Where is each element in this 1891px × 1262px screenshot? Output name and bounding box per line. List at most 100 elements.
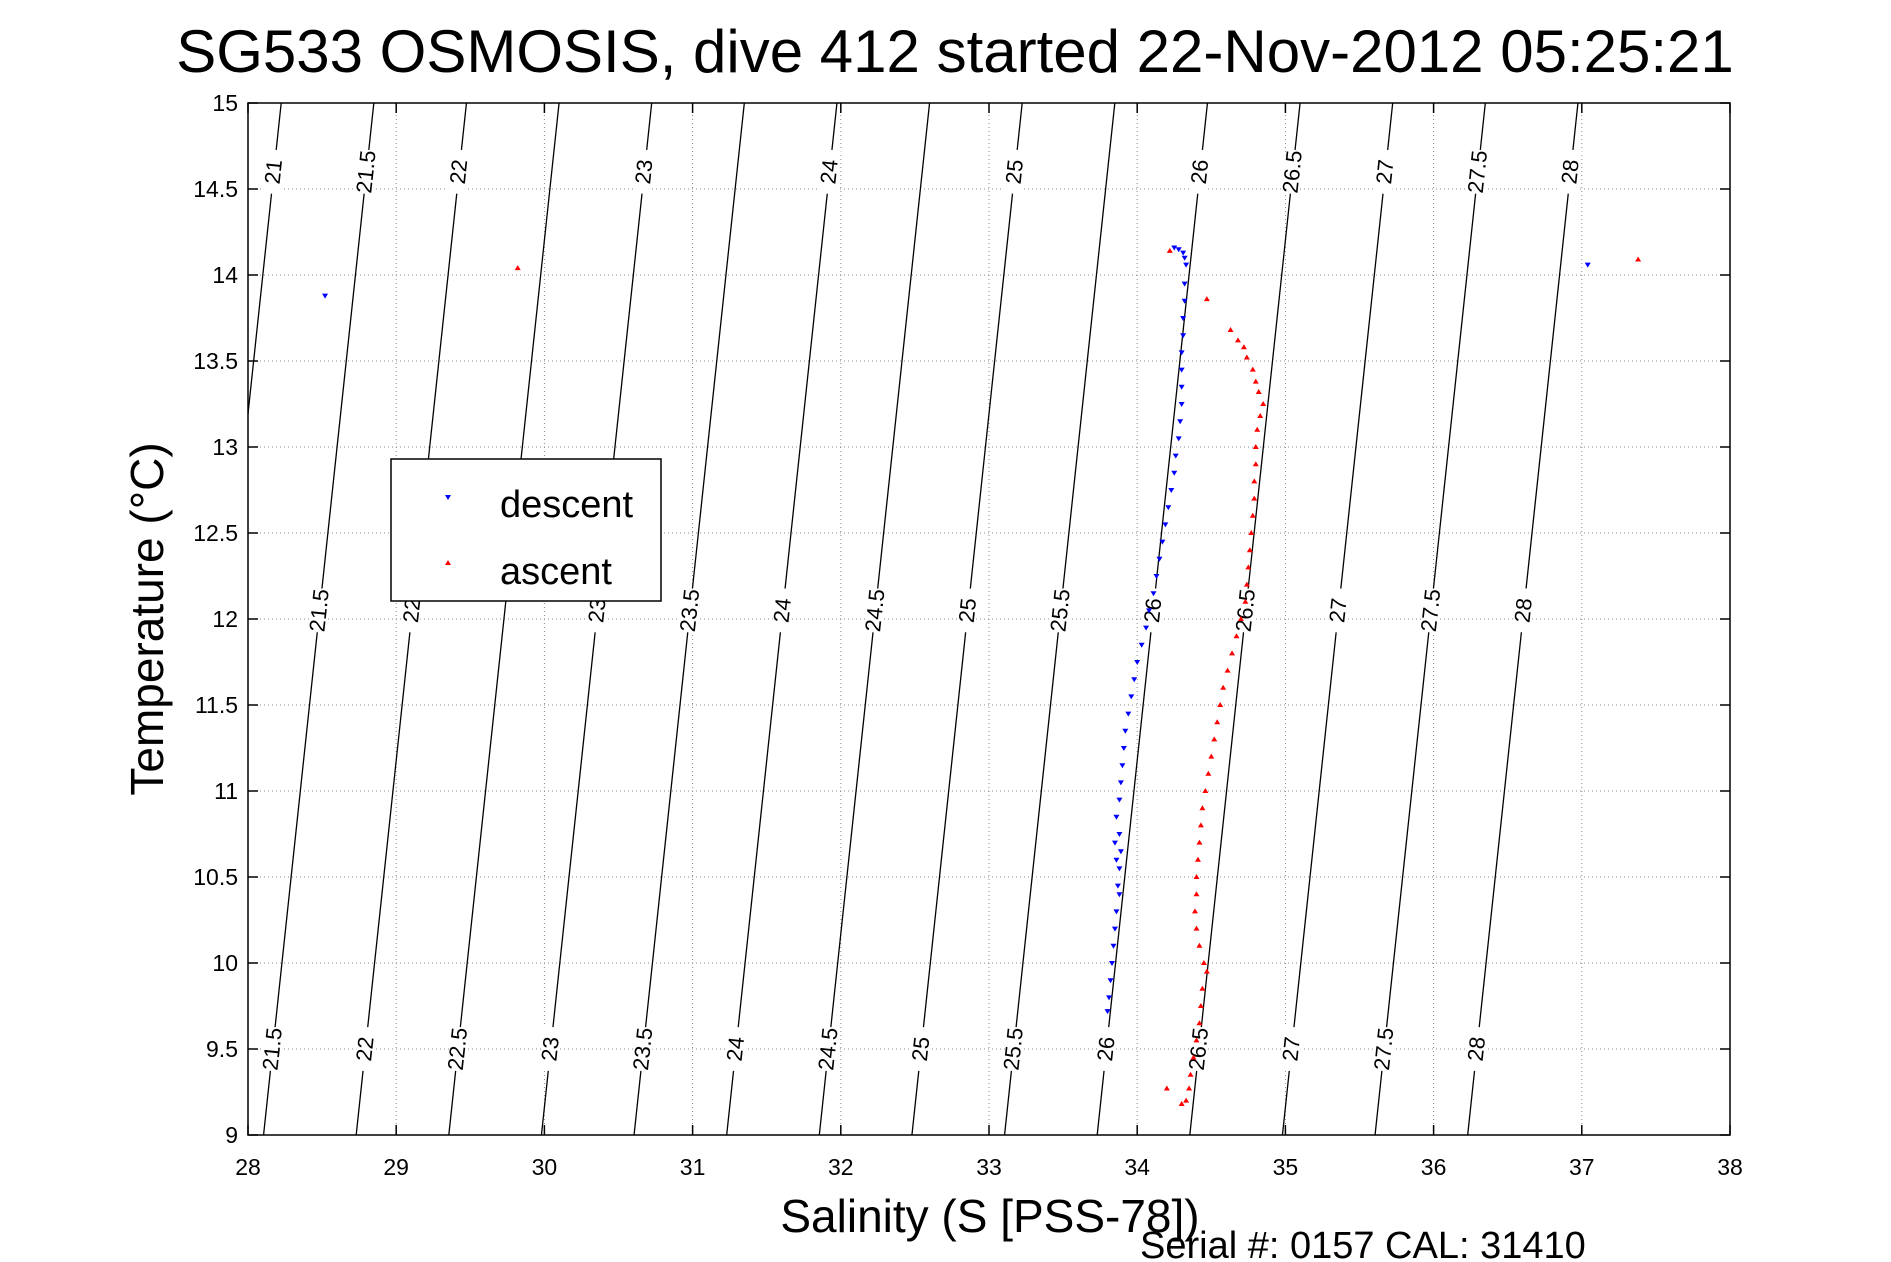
- data-point-descent: [1116, 866, 1123, 872]
- contour-label-gap: [771, 587, 795, 634]
- contour-label-bottom: 26: [1092, 1035, 1119, 1062]
- contour-label-gap: [355, 148, 378, 195]
- data-point-ascent: [1203, 968, 1210, 974]
- data-point-ascent: [1197, 1003, 1204, 1008]
- y-tick-label: 10.5: [193, 864, 238, 890]
- data-point-ascent: [1199, 805, 1206, 811]
- contour-label-bottom: 21.5: [258, 1026, 287, 1071]
- data-point-descent: [322, 293, 329, 299]
- data-point-ascent: [1252, 378, 1259, 384]
- contour-label-gap: [1002, 1026, 1026, 1072]
- data-point-descent: [1175, 436, 1182, 442]
- contour-label-gap: [447, 148, 471, 195]
- data-point-ascent: [1193, 874, 1200, 879]
- x-tick-label: 35: [1273, 1154, 1299, 1180]
- y-axis-label: Temperature (°C): [121, 442, 173, 795]
- y-tick-label: 13.5: [193, 348, 238, 374]
- data-point-ascent: [1166, 247, 1173, 253]
- contour-label-bottom: 24.5: [813, 1026, 842, 1071]
- x-tick-label: 28: [235, 1154, 261, 1180]
- chart-title: SG533 OSMOSIS, dive 412 started 22-Nov-2…: [176, 18, 1734, 85]
- data-point-descent: [1180, 316, 1187, 321]
- contour-label-gap: [633, 148, 656, 195]
- legend: descent ascent: [390, 458, 662, 602]
- data-point-ascent: [1200, 960, 1207, 965]
- contour-label-gap: [818, 148, 841, 195]
- contour-label-middle: 26.5: [1231, 588, 1260, 633]
- contour-label-bottom: 27.5: [1369, 1026, 1398, 1071]
- density-contour-labels: 21 21.5 22 23 24 25 26 26.5 27 27.5 28 21.5 22 23 23.5…: [258, 148, 1584, 1072]
- contour-label-top: 26.5: [1278, 149, 1307, 194]
- contour-label-gap: [1327, 587, 1350, 634]
- data-point-ascent: [514, 265, 521, 271]
- x-tick-label: 34: [1124, 1154, 1150, 1180]
- data-point-ascent: [1257, 413, 1264, 419]
- data-point-descent: [1120, 746, 1127, 751]
- y-tick-label: 10: [212, 950, 238, 976]
- data-point-ascent: [1234, 337, 1241, 343]
- data-point-ascent: [1193, 891, 1200, 897]
- data-point-ascent: [1242, 598, 1249, 604]
- data-point-ascent: [1260, 401, 1267, 406]
- data-point-ascent: [1252, 444, 1259, 449]
- contour-label-gap: [817, 1026, 840, 1072]
- data-point-descent: [1159, 539, 1166, 545]
- data-point-descent: [1134, 660, 1141, 665]
- data-point-ascent: [1205, 770, 1212, 776]
- data-point-descent: [1114, 883, 1121, 889]
- x-tick-label: 36: [1421, 1154, 1447, 1180]
- contour-label-gap: [1234, 587, 1258, 634]
- contour-label-bottom: 25: [907, 1035, 934, 1062]
- contour-label-gap: [1280, 1026, 1303, 1072]
- contour-label-gap: [262, 148, 286, 195]
- data-point-descent: [1175, 247, 1182, 253]
- contour-label-gap: [1188, 148, 1212, 195]
- data-point-descent: [1138, 642, 1145, 648]
- legend-label-ascent: ascent: [500, 551, 612, 593]
- contour-label-gap: [539, 1026, 562, 1072]
- contour-label-top: 23: [630, 158, 657, 185]
- legend-label-descent: descent: [500, 484, 634, 526]
- data-point-descent: [1116, 797, 1123, 803]
- data-series: [322, 245, 1642, 1107]
- data-point-descent: [1181, 255, 1188, 261]
- data-point-ascent: [1211, 736, 1218, 742]
- contour-label-middle: 25.5: [1045, 588, 1074, 633]
- data-point-descent: [1165, 505, 1172, 511]
- data-point-descent: [1116, 832, 1123, 837]
- data-point-ascent: [1191, 908, 1198, 914]
- contour-label-gap: [446, 1026, 470, 1072]
- data-point-ascent: [1243, 581, 1250, 587]
- data-point-ascent: [1245, 564, 1252, 570]
- contour-label-top: 22: [445, 158, 472, 185]
- contour-label-gap: [1141, 587, 1165, 634]
- data-point-descent: [1143, 625, 1150, 631]
- data-point-descent: [1584, 262, 1591, 268]
- y-tick-label: 11: [214, 778, 238, 804]
- data-point-ascent: [1197, 822, 1204, 828]
- data-point-ascent: [1196, 839, 1203, 845]
- contour-label-gap: [1374, 148, 1397, 195]
- contour-label-gap: [1419, 587, 1443, 634]
- data-point-ascent: [1249, 366, 1256, 372]
- y-tick-label: 9.5: [206, 1036, 238, 1062]
- data-point-descent: [1122, 728, 1129, 734]
- contour-label-gap: [1559, 148, 1582, 195]
- contour-label-middle: 27.5: [1416, 588, 1445, 633]
- contour-label-bottom: 25.5: [999, 1026, 1028, 1071]
- data-point-ascent: [1208, 753, 1215, 759]
- contour-label-middle: 21.5: [304, 588, 333, 633]
- data-point-descent: [1178, 350, 1185, 356]
- legend-marker-descent: [445, 495, 451, 500]
- contour-label-bottom: 24: [722, 1035, 749, 1062]
- data-point-ascent: [1193, 925, 1200, 931]
- contour-label-gap: [864, 587, 887, 634]
- data-point-descent: [1171, 245, 1178, 251]
- contour-label-top: 27: [1371, 158, 1398, 185]
- data-point-descent: [1172, 453, 1179, 459]
- data-point-ascent: [1199, 985, 1206, 991]
- contour-label-bottom: 28: [1463, 1035, 1490, 1062]
- data-point-ascent: [1251, 495, 1258, 501]
- contour-label-gap: [1466, 148, 1490, 195]
- x-axis-label: Salinity (S [PSS-78]): [780, 1190, 1199, 1242]
